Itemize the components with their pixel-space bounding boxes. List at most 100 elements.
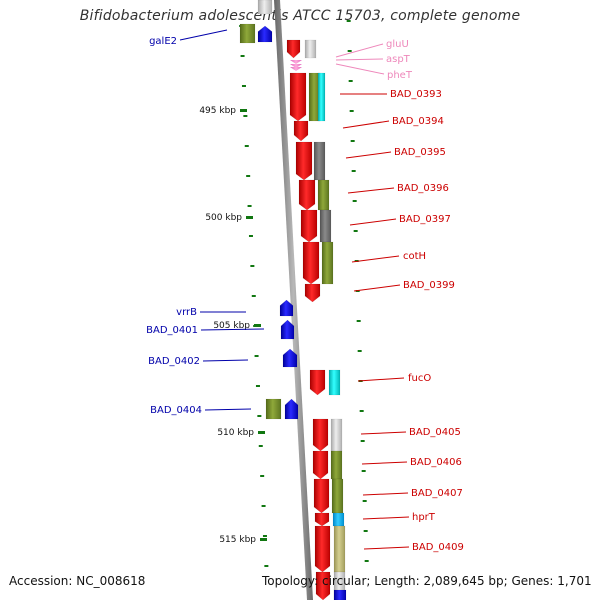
trna-glyph — [290, 64, 302, 68]
scale-dot — [250, 265, 255, 267]
gene-arrow-minus — [279, 299, 294, 317]
gene-label: BAD_0407 — [411, 488, 463, 499]
scale-dot — [364, 560, 369, 562]
gene-leader-line — [345, 151, 392, 159]
scale-dot — [246, 175, 251, 177]
gene-arrow-plus — [314, 525, 331, 573]
gene-label: vrrB — [176, 307, 197, 318]
gene-leader-line — [335, 58, 384, 61]
genome-summary-text: Topology: circular; Length: 2,089,645 bp… — [262, 574, 592, 588]
scale-tick-label: 505 kbp — [213, 321, 250, 331]
scale-dot — [257, 415, 262, 417]
cog-category-block — [304, 39, 317, 59]
gene-arrow-minus — [282, 348, 298, 368]
gene-arrow-plus — [314, 512, 330, 527]
gene-leader-line — [363, 546, 410, 550]
gene-label: fucO — [408, 373, 431, 384]
gene-arrow-minus — [257, 25, 273, 43]
scale-dot — [359, 410, 364, 412]
scale-tick — [240, 109, 247, 112]
gene-leader-line — [362, 516, 410, 520]
cog-category-block — [333, 525, 346, 573]
scale-dot — [360, 440, 365, 442]
gene-arrow-plus — [289, 72, 307, 122]
gene-label: BAD_0396 — [397, 183, 449, 194]
cog-category-block — [331, 478, 344, 514]
gene-leader-line — [361, 461, 408, 465]
gene-label: BAD_0406 — [410, 457, 462, 468]
gene-label: BAD_0401 — [146, 325, 198, 336]
scale-dot — [353, 230, 358, 232]
gene-label: pheT — [387, 70, 413, 81]
gene-leader-line — [347, 187, 395, 194]
gene-leader-line — [349, 218, 397, 226]
cog-category-block — [330, 450, 343, 480]
trna-glyph — [290, 67, 302, 71]
scale-dot — [251, 295, 256, 297]
cog-category-block — [239, 23, 256, 44]
gene-label: BAD_0395 — [394, 147, 446, 158]
scale-dot — [260, 475, 265, 477]
gene-label: BAD_0397 — [399, 214, 451, 225]
cog-category-block — [317, 72, 326, 122]
cog-category-block — [265, 398, 282, 420]
gene-leader-line — [202, 359, 249, 362]
scale-dot — [363, 530, 368, 532]
scale-tick-label: 500 kbp — [205, 213, 242, 223]
gene-leader-line — [200, 328, 265, 331]
gene-arrow-minus — [280, 319, 295, 340]
scale-dot — [346, 20, 351, 22]
cog-category-block — [313, 141, 326, 181]
gene-label: BAD_0405 — [409, 427, 461, 438]
gene-leader-line — [357, 377, 405, 382]
cog-category-block — [317, 179, 330, 211]
gene-leader-line — [351, 255, 400, 263]
gene-arrow-plus — [298, 179, 316, 211]
scale-dot — [349, 110, 354, 112]
scale-tick — [254, 324, 261, 327]
scale-dot — [362, 500, 367, 502]
gene-leader-line — [335, 43, 384, 58]
scale-tick-label: 515 kbp — [219, 535, 256, 545]
gene-arrow-plus — [312, 450, 329, 480]
cog-category-block — [333, 589, 347, 600]
scale-dot — [347, 50, 352, 52]
gene-leader-line — [362, 492, 409, 496]
scale-dot — [357, 350, 362, 352]
scale-tick — [246, 216, 253, 219]
gene-label: BAD_0399 — [403, 280, 455, 291]
gene-label: aspT — [386, 54, 411, 65]
gene-leader-line — [335, 63, 385, 75]
gene-arrow-plus — [315, 571, 331, 600]
scale-dot — [350, 140, 355, 142]
scale-tick — [260, 538, 267, 541]
gene-arrow-plus — [304, 283, 321, 303]
scale-dot — [348, 80, 353, 82]
gene-arrow-plus — [293, 120, 309, 142]
scale-dot — [264, 565, 269, 567]
scale-dot — [243, 115, 248, 117]
gene-label: galE2 — [149, 36, 177, 47]
gene-label: BAD_0404 — [150, 405, 202, 416]
cog-category-block — [330, 418, 343, 452]
scale-dot — [244, 145, 249, 147]
scale-dot — [261, 505, 266, 507]
cog-category-block — [328, 369, 341, 396]
map-title: Bifidobacterium adolescentis ATCC 15703,… — [79, 8, 521, 24]
gene-leader-line — [179, 29, 228, 41]
scale-dot — [254, 355, 259, 357]
trna-glyph — [290, 60, 302, 64]
cog-category-block — [332, 512, 345, 527]
genome-backbone — [274, 0, 313, 600]
scale-tick-label: 495 kbp — [199, 106, 236, 116]
gene-label: cotH — [403, 251, 426, 262]
scale-dot — [258, 445, 263, 447]
scale-dot — [356, 320, 361, 322]
cog-category-block — [319, 209, 332, 243]
gene-label: BAD_0394 — [392, 116, 444, 127]
gene-arrow-plus — [300, 209, 318, 243]
scale-dot — [240, 55, 245, 57]
scale-dot — [352, 200, 357, 202]
